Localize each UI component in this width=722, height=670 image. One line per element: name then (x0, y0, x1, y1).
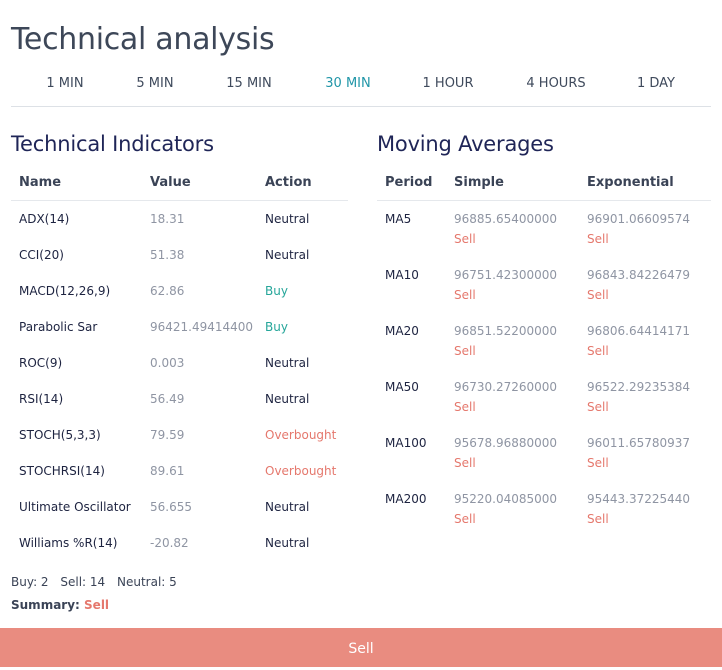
summary-label: Summary: (11, 598, 80, 612)
indicator-action: Neutral (265, 356, 310, 370)
ma-period: MA200 (385, 492, 427, 506)
tab-1-day[interactable]: 1 DAY (636, 76, 676, 91)
ma-period: MA50 (385, 380, 419, 394)
ma-simple-action: Sell (454, 288, 476, 302)
indicator-value: 18.31 (150, 212, 185, 226)
indicator-action: Buy (265, 320, 288, 334)
ma-simple-value: 95678.96880000 (454, 436, 558, 450)
indicator-value: 0.003 (150, 356, 185, 370)
ma-period: MA5 (385, 212, 412, 226)
ma-simple-value: 95220.04085000 (454, 492, 558, 506)
tab-1-min[interactable]: 1 MIN (46, 76, 84, 91)
indicators-col-name: Name (19, 175, 62, 190)
ma-period: MA100 (385, 436, 427, 450)
indicator-name: RSI(14) (19, 392, 64, 406)
ma-exponential-action: Sell (587, 288, 609, 302)
indicator-name: STOCHRSI(14) (19, 464, 105, 478)
ma-simple-action: Sell (454, 512, 476, 526)
indicator-action: Neutral (265, 392, 310, 406)
ma-exponential-action: Sell (587, 512, 609, 526)
indicator-value: 56.49 (150, 392, 185, 406)
indicator-name: Ultimate Oscillator (19, 500, 131, 514)
ma-simple-action: Sell (454, 456, 476, 470)
ma-simple-value: 96751.42300000 (454, 268, 558, 282)
ma-simple-value: 96730.27260000 (454, 380, 558, 394)
indicator-name: Williams %R(14) (19, 536, 118, 550)
ma-simple-action: Sell (454, 344, 476, 358)
tab-30-min[interactable]: 30 MIN (325, 76, 371, 91)
ma-exponential-value: 96806.64414171 (587, 324, 691, 338)
indicators-col-action: Action (265, 175, 312, 190)
tab-4-hours[interactable]: 4 HOURS (526, 76, 586, 91)
indicator-value: 96421.49414400 (150, 320, 254, 334)
indicator-value: 79.59 (150, 428, 185, 442)
ma-exponential-action: Sell (587, 400, 609, 414)
ma-simple-action: Sell (454, 400, 476, 414)
buy-count: Buy: 2 (11, 575, 49, 589)
indicator-value: 56.655 (150, 500, 192, 514)
indicator-action: Neutral (265, 500, 310, 514)
indicator-value: -20.82 (150, 536, 189, 550)
ma-col-period: Period (385, 175, 433, 190)
ma-col-simple: Simple (454, 175, 504, 190)
ma-exponential-value: 96011.65780937 (587, 436, 691, 450)
indicator-value: 62.86 (150, 284, 185, 298)
page-title: Technical analysis (11, 22, 275, 57)
ma-simple-value: 96851.52200000 (454, 324, 558, 338)
tab-15-min[interactable]: 15 MIN (226, 76, 272, 91)
ma-exponential-action: Sell (587, 232, 609, 246)
ma-divider (377, 200, 711, 201)
indicator-action: Buy (265, 284, 288, 298)
indicator-value: 51.38 (150, 248, 185, 262)
indicator-name: STOCH(5,3,3) (19, 428, 101, 442)
indicator-action: Overbought (265, 464, 337, 478)
ma-simple-action: Sell (454, 232, 476, 246)
indicator-value: 89.61 (150, 464, 185, 478)
tab-1-hour[interactable]: 1 HOUR (422, 76, 474, 91)
indicators-heading: Technical Indicators (11, 132, 214, 156)
indicator-name: Parabolic Sar (19, 320, 98, 334)
indicator-name: CCI(20) (19, 248, 64, 262)
ma-exponential-value: 95443.37225440 (587, 492, 691, 506)
ma-period: MA10 (385, 268, 419, 282)
indicator-action: Neutral (265, 536, 310, 550)
moving-averages-heading: Moving Averages (377, 132, 554, 156)
indicator-action: Overbought (265, 428, 337, 442)
sell-count: Sell: 14 (60, 575, 106, 589)
indicator-action: Neutral (265, 212, 310, 226)
signal-counts: Buy: 2 Sell: 14 Neutral: 5 (11, 575, 185, 589)
indicator-name: ROC(9) (19, 356, 63, 370)
indicator-name: ADX(14) (19, 212, 70, 226)
ma-exponential-value: 96843.84226479 (587, 268, 691, 282)
indicators-col-value: Value (150, 175, 191, 190)
timeframe-tabs: 1 MIN 5 MIN 15 MIN 30 MIN 1 HOUR 4 HOURS 1 DAY (11, 76, 711, 107)
summary: Summary: Sell (11, 598, 109, 612)
indicators-divider (11, 200, 348, 201)
indicator-action: Neutral (265, 248, 310, 262)
summary-value: Sell (84, 598, 110, 612)
sell-button[interactable]: Sell (0, 628, 722, 667)
ma-exponential-value: 96901.06609574 (587, 212, 691, 226)
tab-5-min[interactable]: 5 MIN (136, 76, 174, 91)
ma-exponential-value: 96522.29235384 (587, 380, 691, 394)
neutral-count: Neutral: 5 (117, 575, 177, 589)
ma-exponential-action: Sell (587, 456, 609, 470)
ma-period: MA20 (385, 324, 419, 338)
ma-exponential-action: Sell (587, 344, 609, 358)
ma-col-exponential: Exponential (587, 175, 674, 190)
ma-simple-value: 96885.65400000 (454, 212, 558, 226)
indicator-name: MACD(12,26,9) (19, 284, 111, 298)
